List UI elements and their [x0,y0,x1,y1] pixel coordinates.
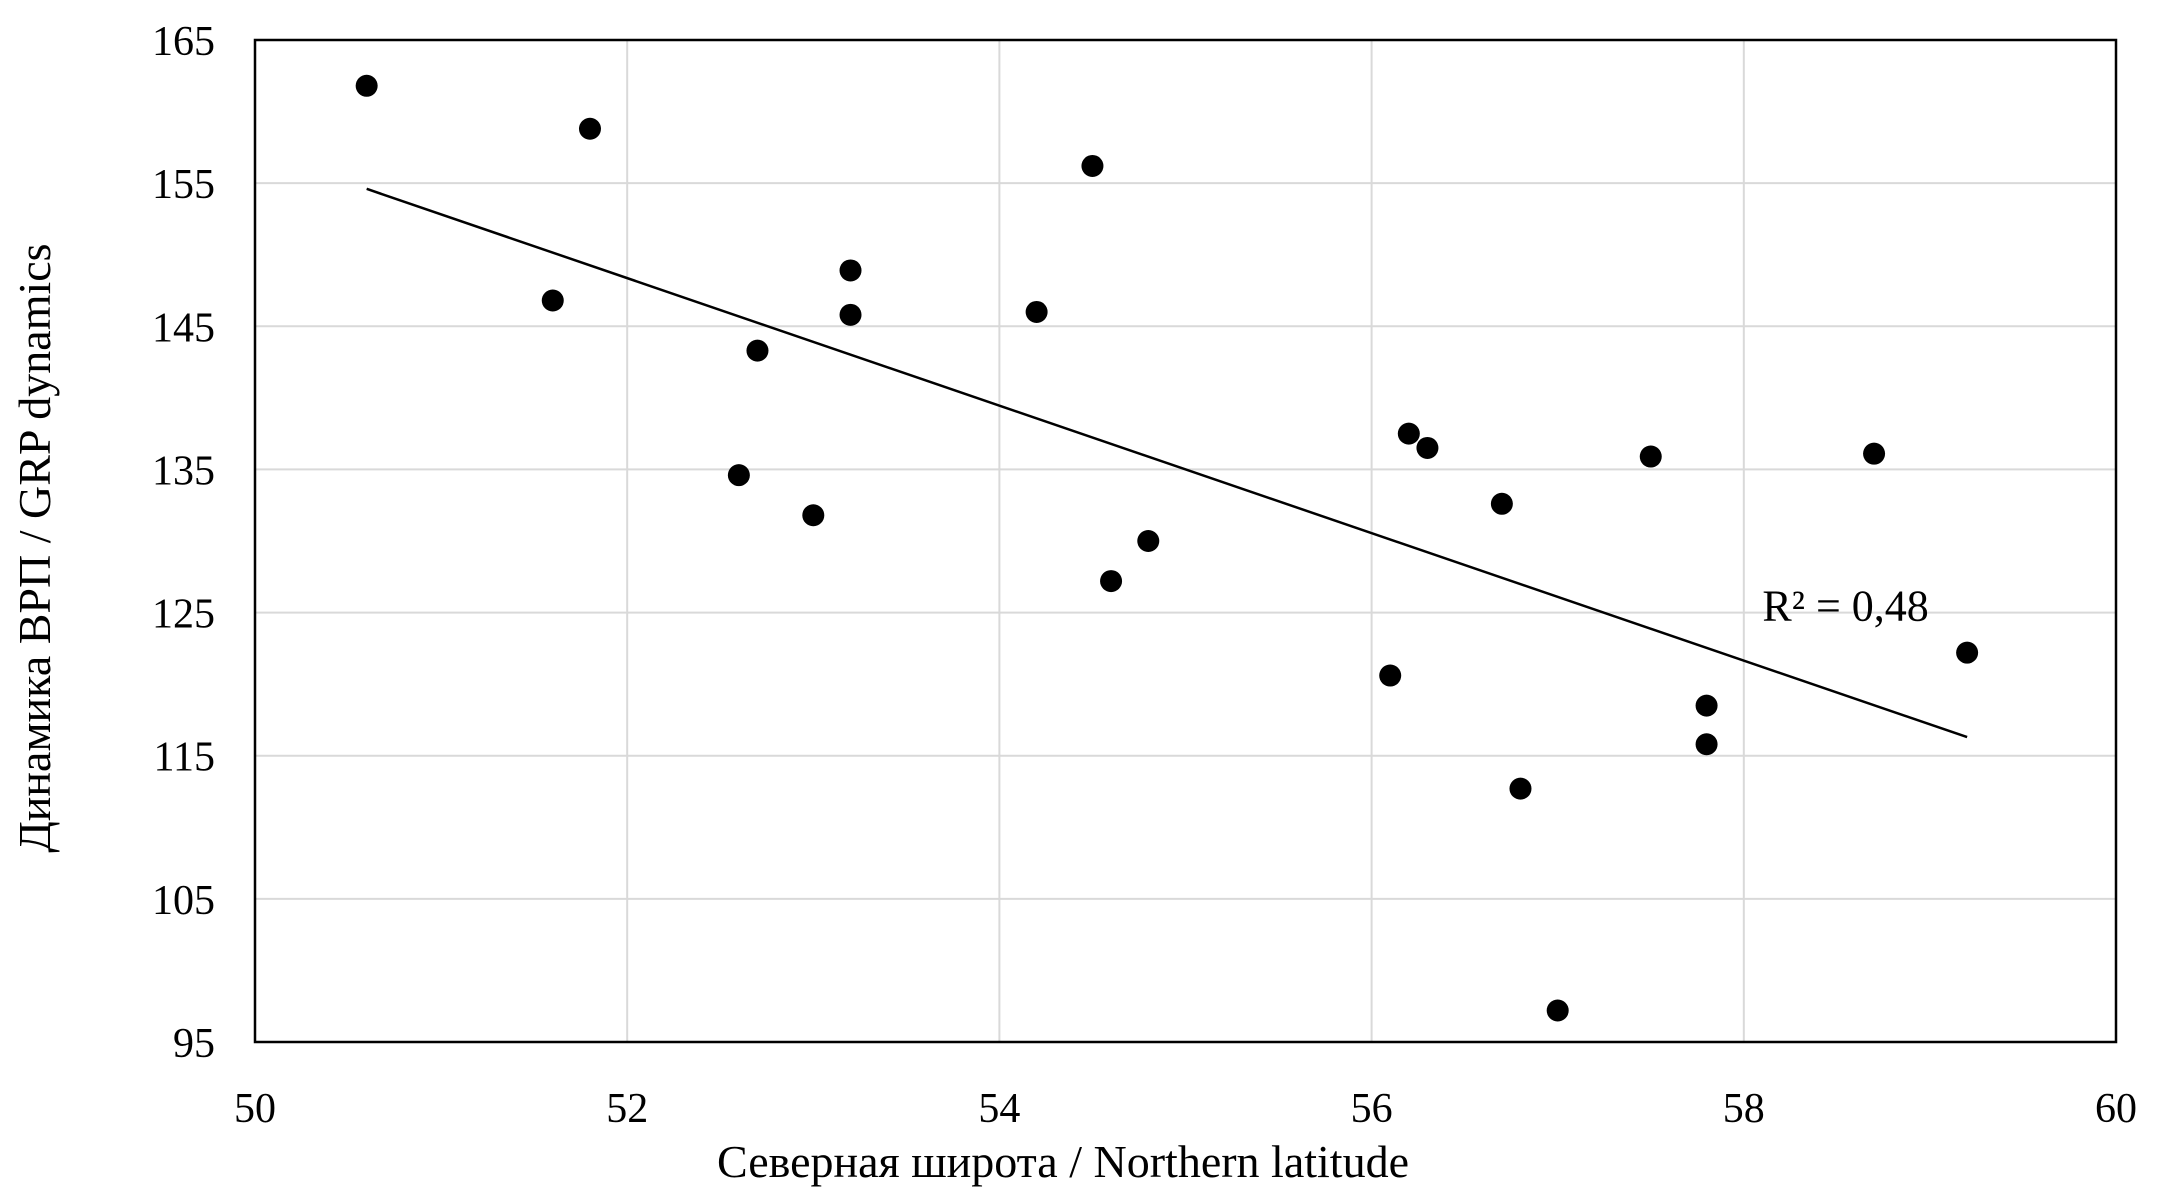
data-point [1695,694,1718,717]
x-tick-label: 58 [1723,1086,1765,1132]
data-point [1137,530,1160,552]
y-axis-tick-labels: 95 105 115 125 135 145 155 165 [152,19,215,1067]
data-point [1379,664,1402,687]
data-point [727,464,750,487]
data-point [1956,641,1979,664]
data-point [355,74,378,97]
trendline-group [366,187,1968,739]
y-tick-label: 135 [152,448,215,494]
data-point [839,303,862,326]
data-point [1100,570,1123,593]
y-tick-label: 145 [152,305,215,351]
data-point [802,504,825,527]
data-point [1416,436,1439,459]
annotations: R² = 0,48 [1762,581,1928,630]
x-tick-label: 50 [234,1086,276,1132]
data-point [1081,154,1104,177]
x-axis-tick-labels: 50 52 54 56 58 60 [234,1086,2137,1132]
y-tick-label: 155 [152,162,215,208]
plot-area-border [253,38,2118,1044]
data-point [1546,999,1569,1022]
data-point [541,289,564,312]
data-points [355,74,1979,1022]
y-tick-label: 125 [152,592,215,638]
data-point [578,117,601,140]
y-tick-label: 105 [152,878,215,924]
x-tick-label: 54 [978,1086,1020,1132]
x-axis-title: Северная широта / Northern latitude [717,1136,1409,1187]
y-axis-title: Динамика ВРП / GRP dynamics [9,243,60,852]
data-point [1397,422,1420,445]
data-point [1025,300,1048,323]
data-point [1639,445,1662,468]
trendline [366,187,1968,739]
data-point [839,259,862,282]
y-tick-label: 115 [154,735,215,781]
data-point [1490,492,1513,515]
data-point [1863,442,1886,465]
y-tick-label: 95 [173,1021,215,1067]
r-squared-annotation: R² = 0,48 [1762,581,1928,630]
x-tick-label: 60 [2095,1086,2137,1132]
data-point [746,339,769,362]
data-point [1695,733,1718,756]
data-point [1509,777,1532,800]
y-tick-label: 165 [152,19,215,65]
x-tick-label: 56 [1351,1086,1393,1132]
grid-lines [254,39,2117,1043]
x-tick-label: 52 [606,1086,648,1132]
